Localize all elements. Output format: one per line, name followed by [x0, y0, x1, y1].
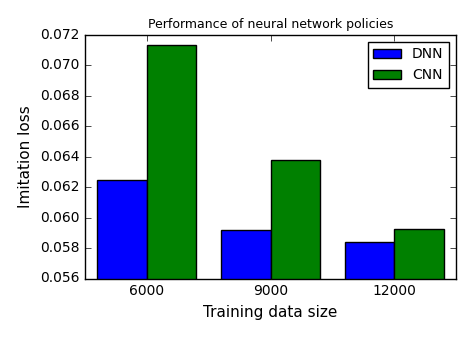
Bar — [98, 179, 147, 338]
Bar — [271, 160, 320, 338]
Bar — [394, 229, 444, 338]
X-axis label: Training data size: Training data size — [203, 305, 338, 320]
Title: Performance of neural network policies: Performance of neural network policies — [148, 18, 393, 31]
Bar — [147, 45, 196, 338]
Legend: DNN, CNN: DNN, CNN — [367, 42, 449, 88]
Bar — [345, 242, 394, 338]
Bar — [221, 230, 271, 338]
Y-axis label: Imitation loss: Imitation loss — [18, 105, 33, 208]
